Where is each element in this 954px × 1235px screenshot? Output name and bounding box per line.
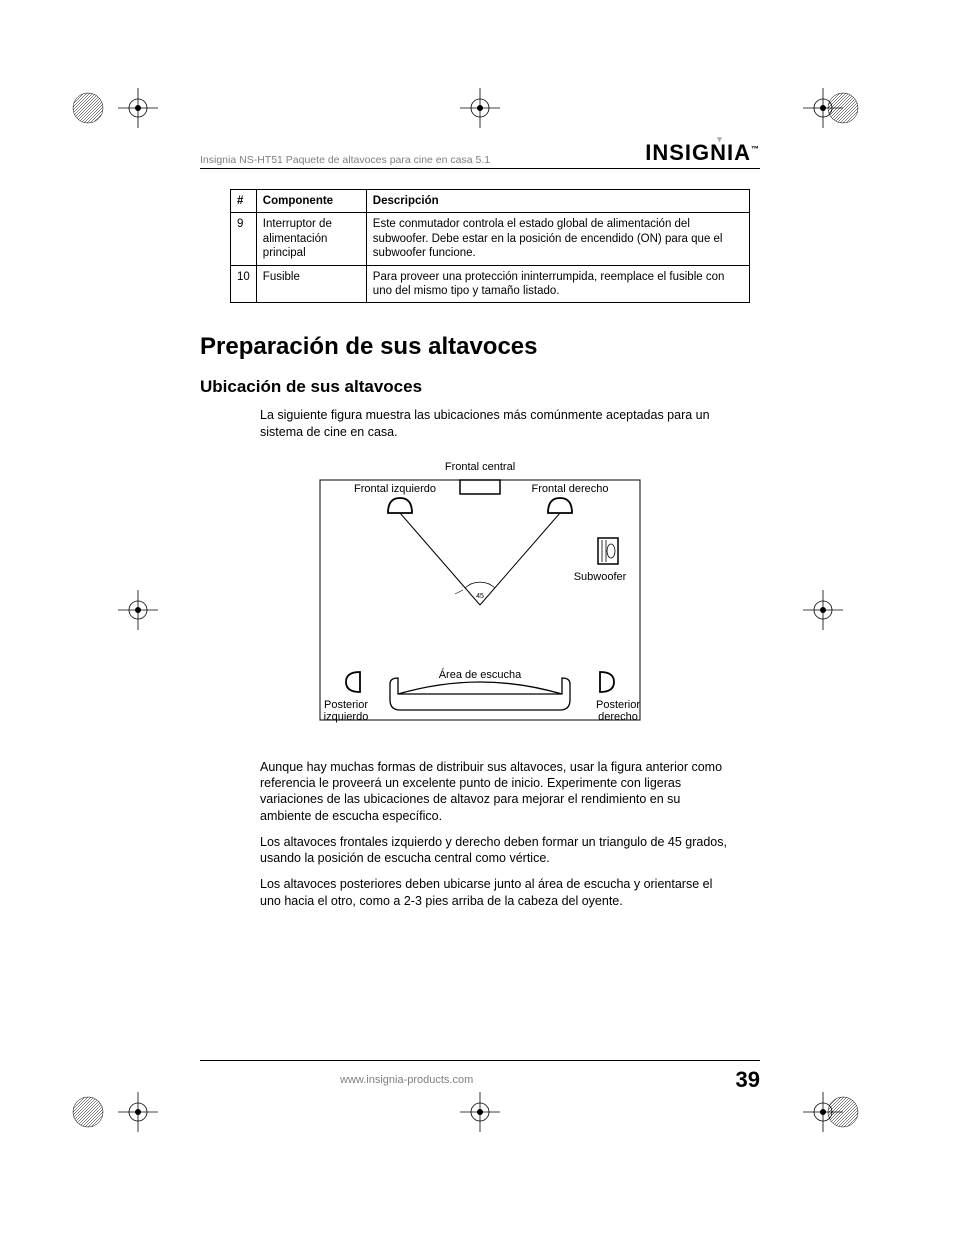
- cell-component: Fusible: [256, 265, 366, 303]
- cell-num: 10: [231, 265, 257, 303]
- label-subwoofer: Subwoofer: [574, 571, 627, 583]
- label-listening-area: Área de escucha: [439, 668, 522, 681]
- page-header: Insignia NS-HT51 Paquete de altavoces pa…: [200, 140, 760, 169]
- speaker-layout-diagram: Frontal central Frontal izquierdo Fronta…: [300, 450, 760, 745]
- table-row: 10 Fusible Para proveer una protección i…: [231, 265, 750, 303]
- registration-mark-icon: [118, 1092, 158, 1132]
- registration-mark-icon: [803, 590, 843, 630]
- label-rear-right-2: derecho: [598, 711, 638, 723]
- cell-description: Este conmutador controla el estado globa…: [366, 213, 749, 265]
- brand-logo: ▾ INSIGNIA™: [645, 140, 760, 166]
- col-component: Componente: [256, 190, 366, 213]
- product-line: Insignia NS-HT51 Paquete de altavoces pa…: [200, 154, 490, 166]
- cell-num: 9: [231, 213, 257, 265]
- paragraph-2: Los altavoces frontales izquierdo y dere…: [260, 834, 730, 867]
- label-front-right: Frontal derecho: [531, 483, 608, 495]
- heading-main: Preparación de sus altavoces: [200, 333, 760, 361]
- paragraph-3: Los altavoces posteriores deben ubicarse…: [260, 876, 730, 909]
- registration-mark-icon: [803, 88, 843, 128]
- trademark-icon: ™: [751, 145, 760, 154]
- table-row: 9 Interruptor de alimentación principal …: [231, 213, 750, 265]
- label-rear-left-2: izquierdo: [324, 711, 369, 723]
- corner-mark-tl: [73, 93, 103, 123]
- paragraph-1: Aunque hay muchas formas de distribuir s…: [260, 759, 730, 824]
- registration-mark-icon: [118, 590, 158, 630]
- heading-sub: Ubicación de sus altavoces: [200, 377, 760, 397]
- diagram-svg: Frontal central Frontal izquierdo Fronta…: [300, 450, 660, 740]
- component-table: # Componente Descripción 9 Interruptor d…: [230, 189, 750, 303]
- corner-mark-tr: [828, 93, 858, 123]
- registration-mark-icon: [803, 1092, 843, 1132]
- page-footer: www.insignia-products.com 39: [200, 1060, 760, 1093]
- corner-mark-bl: [73, 1097, 103, 1127]
- footer-url: www.insignia-products.com: [340, 1074, 473, 1086]
- registration-mark-icon: [460, 1092, 500, 1132]
- registration-mark-icon: [118, 88, 158, 128]
- label-front-center: Frontal central: [445, 461, 515, 473]
- label-front-left: Frontal izquierdo: [354, 483, 436, 495]
- label-rear-left-1: Posterior: [324, 699, 368, 711]
- brand-text: INSIGNIA: [645, 140, 751, 165]
- logo-accent-icon: ▾: [717, 134, 723, 145]
- cell-description: Para proveer una protección ininterrumpi…: [366, 265, 749, 303]
- col-description: Descripción: [366, 190, 749, 213]
- cell-component: Interruptor de alimentación principal: [256, 213, 366, 265]
- page-number: 39: [736, 1067, 760, 1093]
- registration-mark-icon: [460, 88, 500, 128]
- label-angle: 45: [476, 593, 484, 600]
- corner-mark-br: [828, 1097, 858, 1127]
- label-rear-right-1: Posterior: [596, 699, 640, 711]
- col-num: #: [231, 190, 257, 213]
- intro-paragraph: La siguiente figura muestra las ubicacio…: [260, 407, 730, 440]
- table-header-row: # Componente Descripción: [231, 190, 750, 213]
